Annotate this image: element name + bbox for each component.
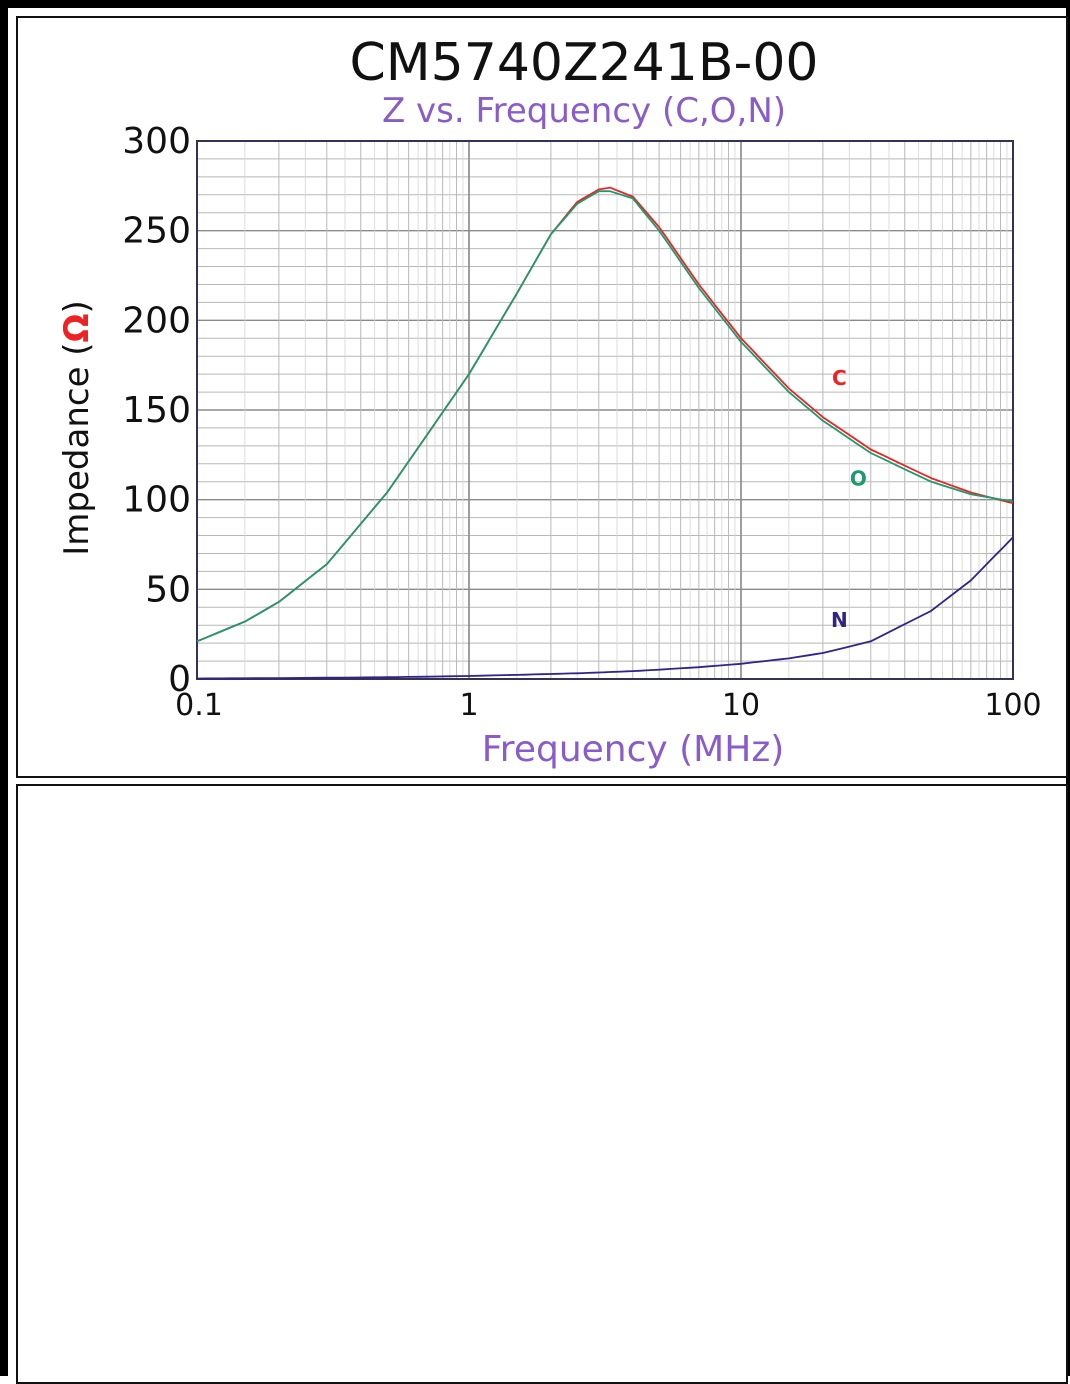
y-axis-label: Impedance (Ω): [57, 300, 97, 555]
y-tick-label: 50: [145, 569, 191, 610]
y-tick-label: 300: [122, 121, 191, 162]
series-label-c: C: [832, 366, 847, 390]
chart-panel: CM5740Z241B-00 Z vs. Frequency (C,O,N) C…: [16, 16, 1068, 778]
x-tick-label: 1: [459, 688, 478, 723]
series-group: [196, 186, 1014, 680]
tick-labels: 0 50 100 150 200 250 300 0.1 1 10 100: [122, 121, 1041, 723]
y-axis-label-unit: Ω: [57, 314, 97, 343]
series-label-n: N: [831, 608, 848, 632]
grid: [196, 140, 1014, 680]
series-line-o: [196, 190, 1014, 643]
y-tick-label: 250: [122, 211, 191, 252]
x-tick-label: 0.1: [175, 688, 223, 723]
y-tick-label: 150: [122, 390, 191, 431]
series-line-n: [196, 536, 1014, 680]
y-axis-label-suffix: ): [57, 300, 97, 313]
x-tick-label: 100: [984, 688, 1041, 723]
plot-border: [196, 140, 1014, 680]
y-tick-label: 0: [168, 659, 191, 700]
chart-title: CM5740Z241B-00: [350, 33, 819, 93]
x-tick-label: 10: [722, 688, 760, 723]
empty-panel: [16, 784, 1068, 1384]
x-axis-label: Frequency (MHz): [482, 729, 785, 770]
impedance-chart: CM5740Z241B-00 Z vs. Frequency (C,O,N) C…: [57, 33, 1042, 770]
series-labels: C O N: [831, 366, 867, 632]
y-axis-label-prefix: Impedance (: [57, 342, 97, 555]
chart-subtitle: Z vs. Frequency (C,O,N): [382, 91, 786, 131]
y-tick-label: 200: [122, 300, 191, 341]
series-label-o: O: [850, 466, 867, 490]
y-tick-label: 100: [122, 480, 191, 521]
